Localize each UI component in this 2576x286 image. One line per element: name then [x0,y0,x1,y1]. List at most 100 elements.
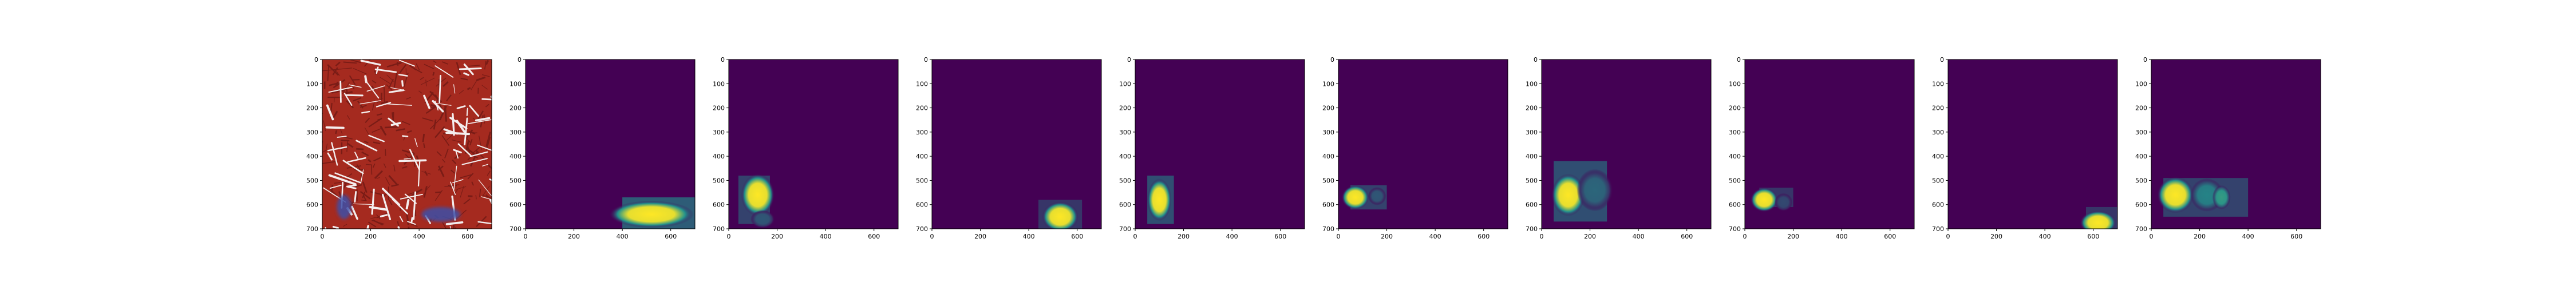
tissue-streak [470,151,478,167]
heatmap-blob [741,173,775,216]
tissue-gap [366,85,385,92]
y-tick-label: 500 [509,177,521,184]
y-tick-label: 400 [2135,153,2147,160]
tissue-streak [322,69,337,72]
tissue-streak [402,166,408,169]
x-tick-label: 0 [2150,233,2154,240]
tissue-gap [349,84,362,88]
tissue-streak [364,127,370,137]
tissue-gap [392,198,408,214]
y-tick-label: 400 [1729,153,1741,160]
y-tick-label: 400 [1932,153,1944,160]
tissue-gap [361,110,370,114]
tissue-gap [434,101,439,111]
tissue-gap [445,221,464,225]
tissue-gap [371,188,375,215]
tissue-streak [373,141,381,145]
panel-10: 0 200 400 600 0 100 200 300 400 500 600 700 [2135,56,2321,240]
panel-image [1135,59,1305,229]
tissue-gap [459,67,482,70]
tissue-streak [393,165,396,172]
tissue-streak [406,97,411,100]
tissue-streak [343,224,347,227]
tissue-streak [473,155,479,158]
tissue-gap [399,216,404,223]
x-tick-label: 200 [365,233,377,240]
panel-image [322,59,492,229]
tissue-gap [346,94,364,97]
tissue-gap [398,159,427,162]
x-tick-label: 0 [930,233,934,240]
tissue-streak [361,200,367,201]
y-tick-label: 100 [1729,80,1741,88]
y-tick-label: 500 [1526,177,1538,184]
tissue-gap [369,206,388,211]
tissue-streak [362,181,368,193]
tissue-streak [397,221,400,227]
tissue-streak [368,117,382,128]
x-tick-label: 200 [1990,233,2002,240]
tissue-gap [464,117,468,146]
tissue-streak [330,189,338,197]
axes-frame [322,59,492,229]
tissue-streak [323,120,326,132]
y-tick-label: 500 [713,177,725,184]
tissue-gap [366,225,370,229]
tissue-streak [475,110,484,124]
tissue-streak [442,158,446,163]
y-tick-label: 0 [1330,56,1334,63]
heatmap-blob [2080,210,2116,229]
tissue-streak [345,91,353,94]
tissue-streak [465,106,468,110]
y-tick-label: 0 [721,56,725,63]
y-tick-label: 200 [1729,105,1741,112]
x-tick-label: 600 [1681,233,1693,240]
y-tick-label: 600 [713,201,725,209]
tissue-streak [459,90,464,94]
y-tick-label: 600 [509,201,521,209]
x-tick-label: 400 [1633,233,1645,240]
tissue-gap [354,152,359,159]
tissue-streak [479,188,481,197]
y-tick-label: 700 [509,225,521,233]
tissue-streak [472,145,481,154]
x-tick-label: 400 [820,233,832,240]
tissue-gap [360,59,381,66]
tissue-gap [413,191,417,220]
tissue-streak [353,97,362,102]
tissue-streak [384,86,385,103]
tissue-streak [350,59,361,63]
tissue-gap [346,184,357,188]
x-tick-label: 600 [2087,233,2099,240]
tissue-streak [422,133,425,142]
x-tick-label: 200 [2194,233,2206,240]
x-tick-label: 600 [1274,233,1286,240]
tissue-streak [399,63,407,74]
y-tick-label: 700 [1322,225,1334,233]
tissue-gap [463,72,469,76]
tissue-streak [403,137,405,141]
tissue-streak [383,163,386,168]
x-tick-label: 200 [1178,233,1190,240]
tissue-streak [484,61,487,70]
y-tick-label: 200 [916,105,928,112]
y-tick-label: 400 [713,153,725,160]
tissue-streak [453,223,455,229]
tissue-streak [353,67,367,74]
panel-3: 0 200 400 600 0 100 200 300 400 500 600 700 [713,56,899,240]
y-tick-label: 700 [713,225,725,233]
tissue-gap [337,136,347,138]
tissue-streak [426,185,430,190]
panel-1: 0 200 400 600 0 100 200 300 400 500 600 700 [306,56,492,240]
heatmap-blob [750,210,775,228]
x-tick-label: 600 [461,233,473,240]
tissue-streak [335,130,338,134]
y-tick-label: 500 [1932,177,1944,184]
tissue-streak [452,139,462,143]
panel-image [729,59,898,229]
y-tick-label: 0 [924,56,928,63]
x-tick-label: 200 [1584,233,1596,240]
tissue-gap [397,226,400,229]
tissue-streak [437,165,444,171]
tissue-gap [347,157,366,163]
